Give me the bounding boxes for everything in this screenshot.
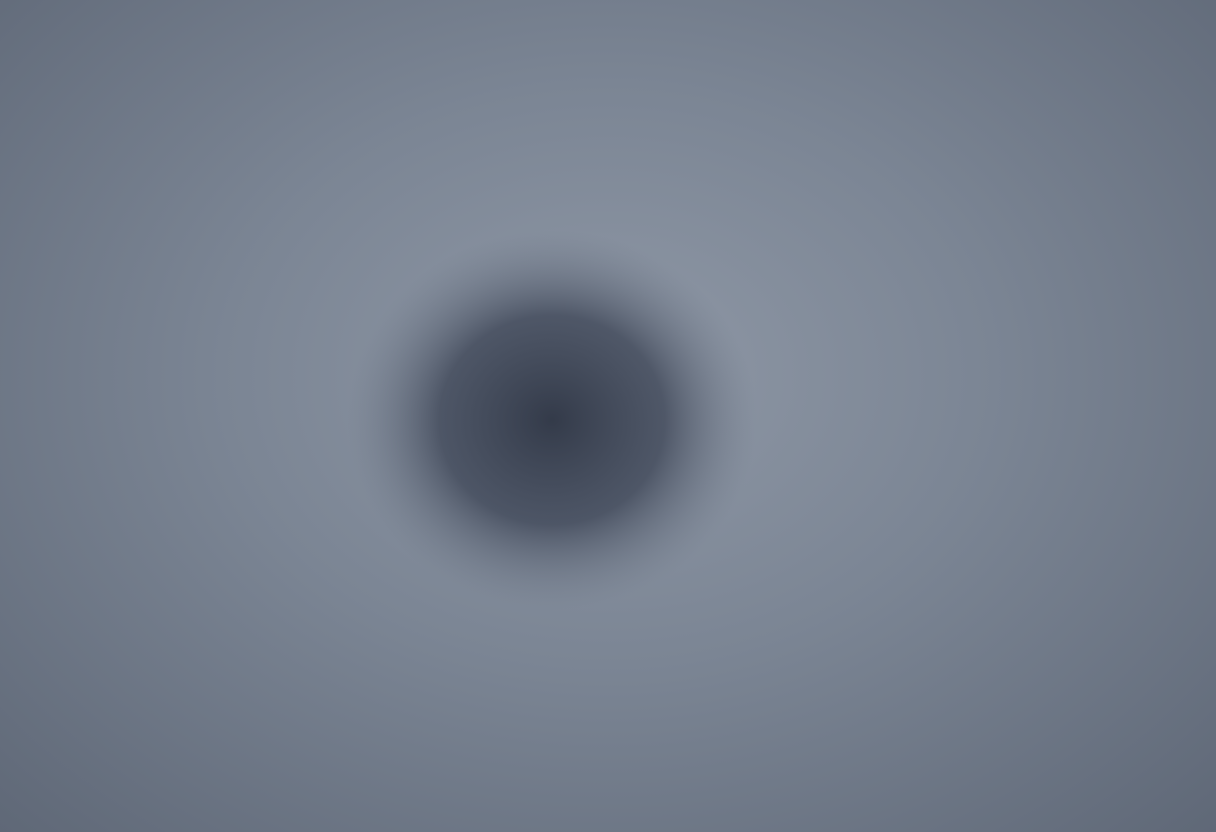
core-shadow	[347, 230, 757, 610]
